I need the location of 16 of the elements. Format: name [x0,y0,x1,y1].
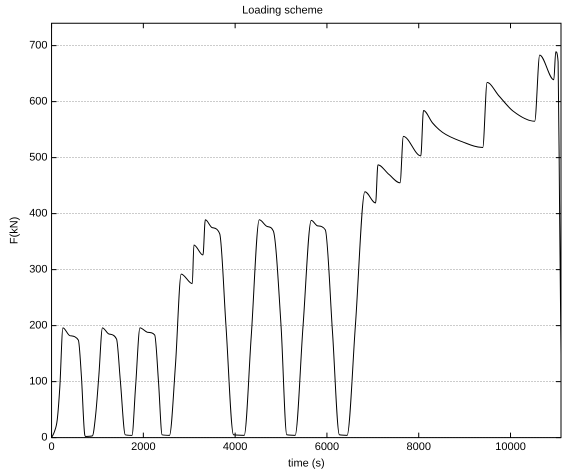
x-tick-label: 6000 [314,441,340,454]
x-tick-label: 4000 [222,441,248,454]
y-tick-label: 300 [29,264,48,276]
chart-title: Loading scheme [242,4,323,17]
y-tick-label: 400 [29,208,48,220]
y-tick-label: 700 [29,40,48,52]
x-tick-label: 2000 [131,441,156,454]
y-tick-label: 0 [41,432,48,444]
y-tick-label: 100 [29,376,48,388]
x-axis-title: time (s) [288,457,325,470]
x-tick-label: 10000 [495,441,526,454]
y-axis-title: F(kN) [8,216,21,244]
x-tick-label: 8000 [406,441,431,454]
y-tick-label: 600 [29,96,48,108]
y-tick-label: 200 [29,320,48,332]
y-tick-label: 500 [29,152,48,164]
